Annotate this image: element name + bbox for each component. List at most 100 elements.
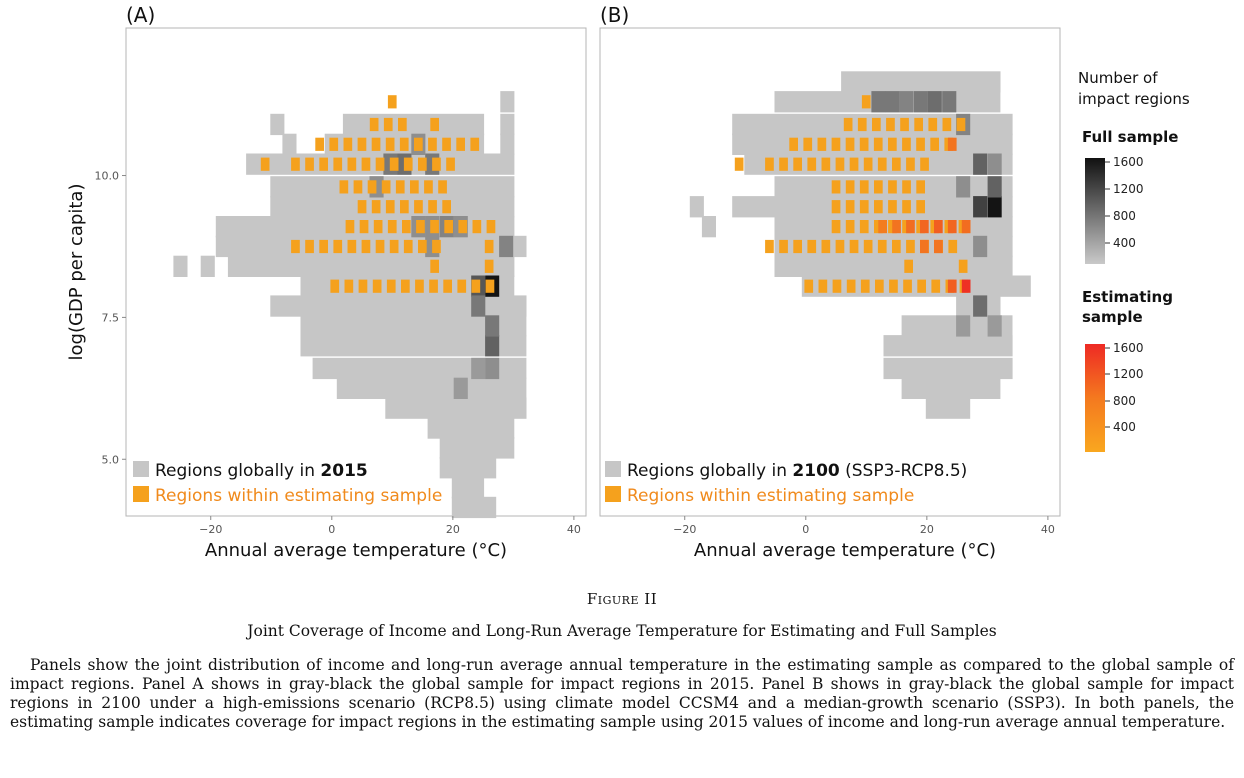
estimating-cell (414, 200, 423, 214)
full-sample-cell (439, 437, 515, 459)
estimating-cell (357, 137, 367, 151)
estimating-cell (333, 157, 343, 171)
estimating-cell (415, 279, 424, 293)
x-tick-label: 0 (802, 523, 809, 536)
estimating-cell (375, 157, 385, 171)
estimating-cell (875, 279, 884, 293)
estimating-cell (418, 157, 427, 171)
x-tick-label: 20 (920, 523, 934, 536)
estimating-cell (319, 239, 328, 254)
full-sample-cell (300, 315, 527, 337)
full-sample-dense-cell (973, 153, 988, 175)
estimating-cell (361, 157, 371, 171)
estimating-cell (902, 200, 911, 214)
estimating-cell (917, 279, 926, 293)
full-sample-dense-cell (471, 357, 486, 380)
full-tick-400: 400 (1113, 236, 1136, 250)
panel-a-y-ticks: 10.0 7.5 5.0 (95, 170, 126, 466)
estimating-cell (906, 239, 915, 254)
panel-b-label: (B) (600, 3, 629, 27)
estimating-cell (401, 279, 410, 293)
estimating-cell (849, 239, 859, 254)
estimating-cell (892, 157, 901, 171)
estimating-cell (832, 279, 842, 293)
estimating-cell (900, 117, 909, 132)
estimating-cell (835, 157, 845, 171)
estimating-cell (260, 157, 270, 171)
figure-caption: Figure II Joint Coverage of Income and L… (0, 590, 1244, 732)
estimating-dense-cell (934, 220, 943, 234)
full-tick-1600: 1600 (1113, 155, 1144, 169)
estimating-cell (804, 279, 814, 293)
estimating-cell (916, 137, 925, 151)
estimating-cell (414, 137, 423, 151)
estimating-cell (831, 180, 841, 194)
panel-a-x-ticks: −20 0 20 40 (199, 516, 581, 536)
estimating-dense-cell (934, 239, 943, 254)
estimating-cell (446, 157, 455, 171)
estimating-cell (859, 137, 869, 151)
estimating-cell (859, 200, 869, 214)
full-sample-dense-cell (956, 315, 971, 337)
estimating-cell (888, 200, 897, 214)
full-sample-cell (342, 113, 485, 136)
estimating-cell (872, 117, 881, 132)
estimating-dense-cell (947, 220, 957, 234)
estimating-cell (457, 279, 467, 293)
estimating-dense-cell (920, 220, 929, 234)
estimating-dense-cell (920, 239, 929, 254)
estimating-cell (859, 220, 869, 234)
full-sample-cell (200, 255, 215, 277)
estimating-cell (395, 180, 405, 194)
estimating-cell (928, 117, 938, 132)
estimating-cell (358, 279, 368, 293)
estimating-cell (886, 117, 895, 132)
full-sample-cell (689, 196, 704, 218)
x-tick-label: −20 (673, 523, 696, 536)
estimating-cell (383, 117, 393, 132)
x-tick-label: 20 (446, 523, 460, 536)
estimating-cell (902, 180, 911, 194)
estimating-cell (381, 180, 391, 194)
estimating-cell (942, 117, 952, 132)
estimating-cell (765, 239, 774, 254)
x-tick-label: 40 (567, 523, 581, 536)
estimating-cell (874, 200, 883, 214)
estimating-cell (920, 157, 929, 171)
figure-label: Figure II (586, 590, 658, 608)
estimating-cell (903, 279, 912, 293)
estimating-cell (914, 117, 923, 132)
estimating-cell (315, 137, 324, 151)
estimating-cell (845, 220, 855, 234)
estimating-cell (793, 239, 802, 254)
full-sample-cell (500, 113, 515, 136)
estimating-cell (456, 137, 465, 151)
x-tick-label: −20 (199, 523, 222, 536)
full-sample-dense-cell (471, 295, 486, 317)
estimating-cell (831, 220, 841, 234)
est-tick-1200: 1200 (1113, 367, 1144, 381)
full-sample-dense-cell (485, 357, 500, 380)
full-sample-cell (883, 357, 1013, 380)
full-sample-dense-cell (956, 176, 971, 198)
panel-a-label: (A) (126, 3, 155, 27)
full-sample-cell (270, 113, 285, 136)
full-sample-cell (801, 275, 1031, 297)
estimating-cell (892, 239, 901, 254)
legend-orange-label: Regions within estimating sample (627, 486, 914, 506)
full-sample-cell (925, 397, 971, 419)
estimating-cell (859, 180, 869, 194)
estimating-cell (444, 220, 453, 234)
estimating-cell (398, 117, 407, 132)
estimating-cell (353, 180, 363, 194)
estimating-cell (863, 239, 873, 254)
estimating-label-line1: Estimating (1082, 288, 1173, 306)
full-sample-cell (336, 377, 527, 399)
estimating-dense-cell (878, 220, 887, 234)
full-sample-cell (451, 477, 485, 499)
estimating-cell (458, 220, 468, 234)
panel-a-y-axis-title: log(GDP per capita) (66, 184, 87, 361)
estimating-cell (793, 157, 802, 171)
full-sample-cell (500, 133, 515, 155)
full-sample-cell (439, 457, 497, 479)
